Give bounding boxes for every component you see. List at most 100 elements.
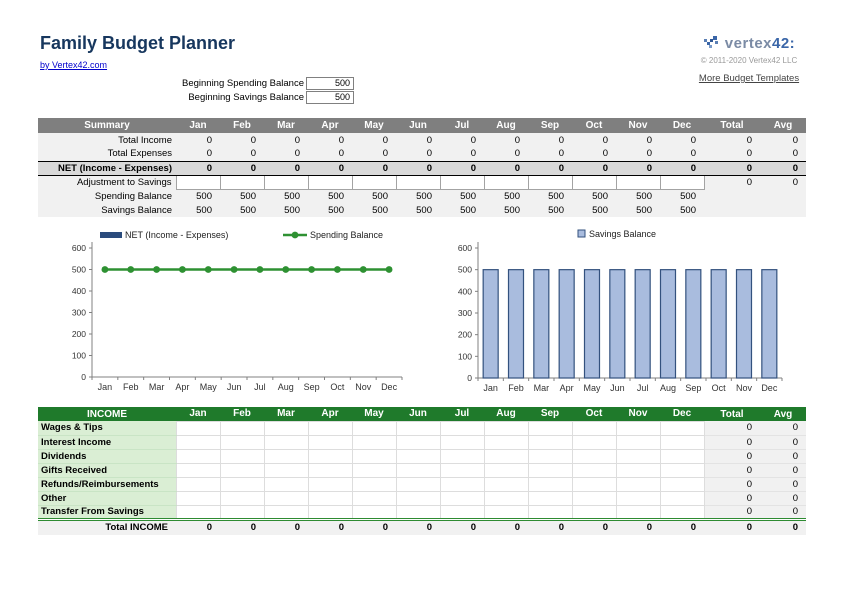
- income-entry-cell[interactable]: [659, 434, 705, 450]
- income-entry-cell[interactable]: [527, 462, 573, 478]
- summary-adjustment-cell[interactable]: [439, 174, 485, 190]
- summary-adjustment-cell[interactable]: [615, 174, 661, 190]
- income-entry-cell[interactable]: [615, 434, 661, 450]
- income-entry-cell[interactable]: [263, 490, 309, 506]
- income-entry-cell[interactable]: [483, 448, 529, 464]
- income-entry-cell[interactable]: [659, 476, 705, 492]
- income-entry-cell[interactable]: [263, 434, 309, 450]
- income-entry-cell[interactable]: [307, 448, 353, 464]
- income-entry-cell[interactable]: [395, 490, 441, 506]
- income-entry-cell[interactable]: [571, 462, 617, 478]
- byline-link[interactable]: by Vertex42.com: [40, 60, 108, 70]
- income-entry-cell[interactable]: [439, 448, 485, 464]
- income-entry-cell[interactable]: [175, 448, 221, 464]
- income-entry-cell[interactable]: [175, 504, 221, 520]
- income-entry-cell[interactable]: [395, 420, 441, 436]
- income-entry-cell[interactable]: [395, 476, 441, 492]
- income-entry-cell[interactable]: [175, 490, 221, 506]
- income-entry-cell[interactable]: [263, 504, 309, 520]
- income-entry-cell[interactable]: [219, 462, 265, 478]
- income-entry-cell[interactable]: [439, 434, 485, 450]
- income-entry-cell[interactable]: [395, 448, 441, 464]
- summary-adjustment-cell[interactable]: [219, 174, 265, 190]
- income-entry-cell[interactable]: [659, 448, 705, 464]
- summary-adjustment-cell[interactable]: [307, 174, 353, 190]
- income-entry-cell[interactable]: [659, 462, 705, 478]
- income-entry-cell[interactable]: [527, 434, 573, 450]
- income-entry-cell[interactable]: [175, 476, 221, 492]
- income-entry-cell[interactable]: [571, 490, 617, 506]
- summary-adjustment-cell[interactable]: [263, 174, 309, 190]
- beginning-spending-input[interactable]: [306, 76, 354, 90]
- income-entry-cell[interactable]: [527, 448, 573, 464]
- income-entry-cell[interactable]: [571, 504, 617, 520]
- income-entry-cell[interactable]: [615, 490, 661, 506]
- income-entry-cell[interactable]: [527, 420, 573, 436]
- income-entry-cell[interactable]: [175, 420, 221, 436]
- summary-adjustment-cell[interactable]: [395, 174, 441, 190]
- income-entry-cell[interactable]: [351, 490, 397, 506]
- income-entry-cell[interactable]: [659, 420, 705, 436]
- income-entry-cell[interactable]: [483, 490, 529, 506]
- income-entry-cell[interactable]: [263, 462, 309, 478]
- income-entry-cell[interactable]: [351, 504, 397, 520]
- summary-adjustment-cell[interactable]: [175, 174, 221, 190]
- income-entry-cell[interactable]: [659, 504, 705, 520]
- summary-adjustment-cell[interactable]: [483, 174, 529, 190]
- income-entry-cell[interactable]: [483, 476, 529, 492]
- income-entry-cell[interactable]: [351, 448, 397, 464]
- income-entry-cell[interactable]: [659, 490, 705, 506]
- income-entry-cell[interactable]: [439, 462, 485, 478]
- income-entry-cell[interactable]: [351, 434, 397, 450]
- income-entry-cell[interactable]: [571, 476, 617, 492]
- income-entry-cell[interactable]: [219, 476, 265, 492]
- beginning-savings-input[interactable]: [306, 90, 354, 104]
- income-entry-cell[interactable]: [307, 476, 353, 492]
- income-entry-cell[interactable]: [439, 490, 485, 506]
- income-entry-cell[interactable]: [615, 476, 661, 492]
- income-entry-cell[interactable]: [615, 504, 661, 520]
- income-entry-cell[interactable]: [307, 434, 353, 450]
- income-entry-cell[interactable]: [263, 448, 309, 464]
- income-entry-cell[interactable]: [263, 420, 309, 436]
- income-entry-cell[interactable]: [175, 462, 221, 478]
- more-budget-templates-link[interactable]: More Budget Templates: [698, 73, 800, 84]
- income-entry-cell[interactable]: [483, 462, 529, 478]
- income-entry-cell[interactable]: [219, 420, 265, 436]
- income-entry-cell[interactable]: [307, 462, 353, 478]
- income-entry-cell[interactable]: [483, 420, 529, 436]
- summary-adjustment-cell[interactable]: [527, 174, 573, 190]
- income-entry-cell[interactable]: [307, 490, 353, 506]
- income-entry-cell[interactable]: [483, 504, 529, 520]
- income-entry-cell[interactable]: [219, 490, 265, 506]
- income-entry-cell[interactable]: [527, 490, 573, 506]
- income-entry-cell[interactable]: [307, 504, 353, 520]
- income-entry-cell[interactable]: [395, 504, 441, 520]
- income-entry-cell[interactable]: [527, 476, 573, 492]
- income-entry-cell[interactable]: [395, 434, 441, 450]
- income-entry-cell[interactable]: [483, 434, 529, 450]
- income-entry-cell[interactable]: [219, 448, 265, 464]
- income-entry-cell[interactable]: [439, 420, 485, 436]
- income-entry-cell[interactable]: [263, 476, 309, 492]
- income-entry-cell[interactable]: [439, 504, 485, 520]
- income-entry-cell[interactable]: [307, 420, 353, 436]
- income-entry-cell[interactable]: [615, 420, 661, 436]
- income-entry-cell[interactable]: [351, 420, 397, 436]
- income-entry-cell[interactable]: [571, 448, 617, 464]
- income-entry-cell[interactable]: [395, 462, 441, 478]
- income-entry-cell[interactable]: [615, 462, 661, 478]
- income-entry-cell[interactable]: [615, 448, 661, 464]
- summary-adjustment-cell[interactable]: [659, 174, 705, 190]
- income-entry-cell[interactable]: [439, 476, 485, 492]
- income-entry-cell[interactable]: [219, 504, 265, 520]
- income-entry-cell[interactable]: [351, 476, 397, 492]
- summary-adjustment-cell[interactable]: [351, 174, 397, 190]
- summary-adjustment-cell[interactable]: [571, 174, 617, 190]
- income-entry-cell[interactable]: [351, 462, 397, 478]
- income-entry-cell[interactable]: [571, 420, 617, 436]
- income-entry-cell[interactable]: [571, 434, 617, 450]
- income-entry-cell[interactable]: [527, 504, 573, 520]
- income-entry-cell[interactable]: [175, 434, 221, 450]
- income-entry-cell[interactable]: [219, 434, 265, 450]
